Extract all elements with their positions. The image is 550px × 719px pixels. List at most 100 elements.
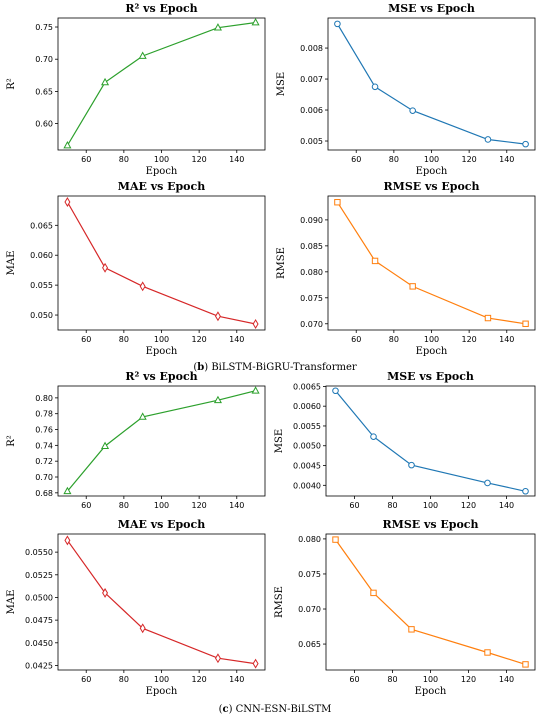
- chart-8: RMSE vs Epoch 60 80 100 120 140 0.065 0.070 0.07…: [274, 518, 536, 697]
- caption-b-letter: b: [197, 362, 204, 373]
- x-tick-label: 60: [349, 501, 359, 510]
- x-axis-label: Epoch: [415, 686, 447, 697]
- chart-title: MSE vs Epoch: [387, 370, 474, 383]
- y-axis-label: RMSE: [276, 247, 287, 279]
- y-axis-label: MSE: [274, 429, 285, 453]
- chart-1: R² vs Epoch 60 80 100 120 140 0.60 0.65 0.70 0.75…: [6, 2, 266, 177]
- y-tick-label: 0.0500: [25, 593, 53, 602]
- x-tick-label: 140: [499, 675, 514, 684]
- y-axis-label: MAE: [6, 590, 17, 615]
- x-tick-label: 120: [191, 155, 206, 164]
- x-tick-label: 80: [389, 335, 399, 344]
- y-tick-label: 0.060: [30, 251, 53, 260]
- x-tick-label: 60: [81, 675, 91, 684]
- series-line: [336, 23, 526, 145]
- x-axis-label: Epoch: [416, 346, 448, 357]
- y-tick-label: 0.60: [35, 120, 53, 129]
- y-tick-label: 0.080: [298, 535, 321, 544]
- chart-title: RMSE vs Epoch: [384, 180, 480, 193]
- y-tick-label: 0.075: [300, 294, 323, 303]
- x-tick-label: 140: [499, 155, 514, 164]
- x-tick-label: 100: [424, 155, 439, 164]
- x-tick-label: 100: [154, 501, 169, 510]
- x-tick-label: 60: [81, 335, 91, 344]
- y-tick-label: 0.80: [35, 394, 53, 403]
- data-point: [102, 262, 109, 273]
- caption-b-text: BiLSTM-BiGRU-Transformer: [211, 362, 357, 373]
- data-point: [101, 77, 110, 86]
- data-point: [484, 479, 491, 487]
- y-tick-label: 0.090: [300, 216, 323, 225]
- y-tick-label: 0.0055: [293, 422, 321, 431]
- y-tick-label: 0.0065: [293, 382, 321, 391]
- x-tick-label: 60: [351, 335, 361, 344]
- y-tick-label: 0.005: [300, 137, 323, 146]
- x-tick-label: 80: [387, 501, 397, 510]
- data-point: [484, 649, 491, 656]
- chart-7: MAE vs Epoch 60 80 100 120 140 0.0425 0.0450 0.0…: [6, 518, 266, 697]
- x-tick-label: 140: [229, 501, 244, 510]
- data-point: [139, 623, 146, 634]
- x-tick-label: 120: [461, 501, 476, 510]
- y-tick-label: 0.0050: [293, 442, 321, 451]
- x-tick-label: 80: [119, 675, 129, 684]
- y-tick-label: 0.74: [35, 441, 53, 450]
- chart-title: R² vs Epoch: [125, 2, 197, 15]
- series-line: [335, 539, 526, 665]
- chart-5: R² vs Epoch 60 80 100 120 140 0.68 0.70 0.72 0.74…: [6, 370, 266, 510]
- y-tick-label: 0.0040: [293, 481, 321, 490]
- data-point: [522, 140, 529, 148]
- data-point: [334, 20, 341, 28]
- y-tick-label: 0.006: [300, 106, 323, 115]
- x-tick-label: 80: [119, 501, 129, 510]
- x-tick-label: 80: [387, 675, 397, 684]
- series-line: [335, 390, 526, 492]
- y-tick-label: 0.0475: [25, 616, 53, 625]
- y-axis-label: RMSE: [274, 586, 285, 618]
- y-tick-label: 0.0450: [25, 639, 53, 648]
- plot-frame: [327, 195, 536, 331]
- series-line: [66, 21, 256, 146]
- y-tick-label: 0.070: [300, 320, 323, 329]
- x-axis-label: Epoch: [416, 166, 448, 177]
- y-axis-label: MSE: [276, 72, 287, 96]
- y-tick-label: 0.0060: [293, 402, 321, 411]
- y-tick-label: 0.007: [300, 75, 323, 84]
- data-point: [334, 199, 341, 206]
- data-point: [522, 487, 529, 495]
- data-point: [214, 311, 221, 322]
- data-point: [64, 535, 71, 546]
- y-tick-label: 0.75: [35, 23, 53, 32]
- data-point: [138, 412, 147, 420]
- data-point: [213, 395, 222, 404]
- y-axis-label: R²: [6, 78, 17, 90]
- data-point: [522, 661, 529, 668]
- y-axis-label: MAE: [6, 251, 17, 276]
- data-point: [409, 107, 416, 114]
- plot-frame: [327, 17, 536, 151]
- data-point: [64, 197, 71, 207]
- y-tick-label: 0.65: [35, 87, 53, 96]
- chart-title: MAE vs Epoch: [118, 518, 205, 531]
- data-point: [522, 320, 529, 327]
- data-point: [484, 136, 492, 143]
- data-point: [63, 140, 72, 149]
- y-tick-label: 0.0425: [25, 661, 53, 670]
- data-point: [251, 17, 260, 26]
- x-tick-label: 60: [351, 155, 361, 164]
- chart-2: MSE vs Epoch 60 80 100 120 140 0.005 0.006 0.007…: [276, 2, 536, 177]
- chart-4: RMSE vs Epoch 60 80 100 120 140 0.070 0.075 0.08…: [276, 180, 536, 357]
- x-tick-label: 80: [389, 155, 399, 164]
- plot-frame: [325, 385, 536, 497]
- y-tick-label: 0.0525: [25, 571, 53, 580]
- series-line: [336, 201, 526, 325]
- y-tick-label: 0.0550: [25, 548, 53, 557]
- plot-frame: [57, 195, 266, 331]
- y-tick-label: 0.075: [298, 570, 321, 579]
- series-line: [66, 390, 256, 492]
- y-tick-label: 0.008: [300, 44, 323, 53]
- x-tick-label: 80: [119, 335, 129, 344]
- x-tick-label: 120: [461, 335, 476, 344]
- data-point: [371, 257, 379, 265]
- x-tick-label: 100: [154, 155, 169, 164]
